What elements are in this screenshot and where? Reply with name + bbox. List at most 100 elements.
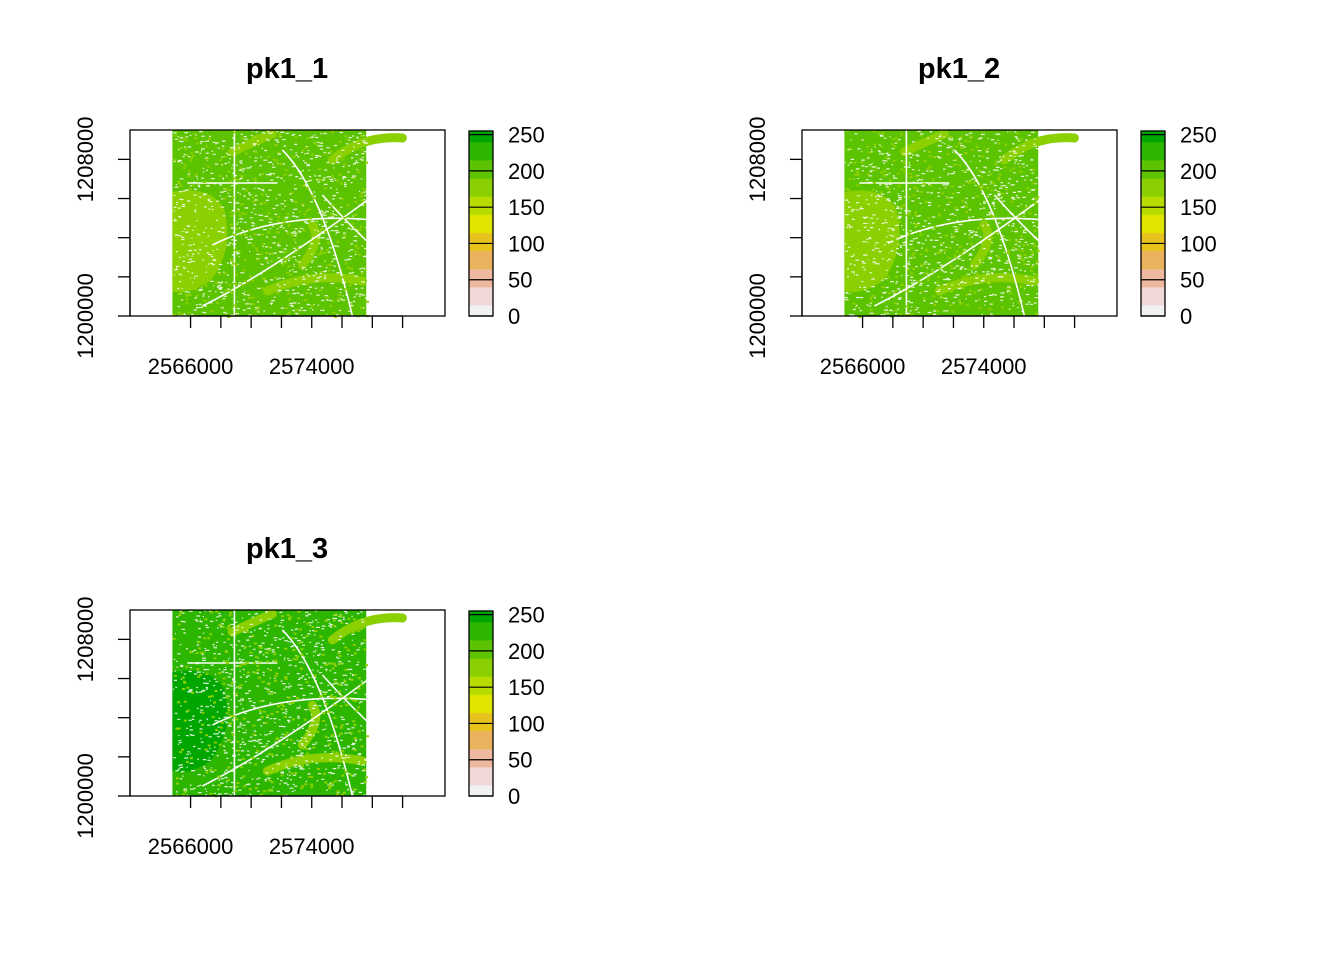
legend-swatch (1141, 141, 1165, 146)
legend-swatch (469, 283, 493, 288)
legend-swatch (469, 138, 493, 143)
legend-swatch (1141, 185, 1165, 190)
legend-swatch (469, 719, 493, 724)
legend-label: 0 (1180, 304, 1192, 329)
y-tick-label: 1200000 (745, 273, 770, 359)
legend-swatch (469, 690, 493, 695)
legend-swatch (469, 632, 493, 637)
legend-swatch (469, 152, 493, 157)
panel-title: pk1_2 (918, 53, 1000, 85)
color-legend: 0 50 100 150 200 250 (468, 603, 545, 809)
legend-swatch (469, 261, 493, 266)
legend-swatch (469, 756, 493, 761)
raster-road (281, 629, 354, 797)
legend-swatch (469, 770, 493, 775)
legend-swatch (1141, 228, 1165, 233)
legend-swatch (1141, 189, 1165, 194)
legend-swatch (469, 766, 493, 772)
color-legend: 0 50 100 150 200 250 (468, 123, 545, 329)
legend-swatch (469, 225, 493, 230)
legend-swatch (469, 672, 493, 677)
legend-label: 250 (508, 603, 545, 628)
legend-swatch (469, 763, 493, 768)
x-tick-label: 2574000 (941, 354, 1027, 379)
raster-road (202, 169, 408, 307)
legend-swatch (1141, 192, 1165, 197)
legend-swatch (1141, 272, 1165, 277)
legend-swatch (1141, 199, 1165, 204)
panel-pk1-2: pk1_2 2566000 2574000 1200000 1208000 0 50 10… (745, 53, 1217, 379)
legend-swatch (469, 647, 493, 652)
legend-swatch (1141, 236, 1165, 241)
legend-swatch (469, 661, 493, 666)
legend-swatch (469, 676, 493, 681)
legend-swatch (469, 228, 493, 233)
legend-swatch (469, 737, 493, 742)
legend-swatch (469, 785, 493, 790)
raster-road (202, 649, 408, 787)
legend-swatch (469, 305, 493, 310)
legend-swatch (469, 650, 493, 655)
legend-swatch (469, 683, 493, 688)
legend-swatch (469, 730, 493, 735)
legend-swatch (469, 210, 493, 215)
legend-swatch (1141, 239, 1165, 244)
legend-swatch (1141, 294, 1165, 299)
legend-swatch (469, 163, 493, 168)
legend-swatch (1141, 279, 1165, 284)
legend-swatch (1141, 181, 1165, 186)
raster-band (262, 753, 367, 776)
legend-swatch (469, 203, 493, 208)
legend-swatch (469, 239, 493, 244)
axes: 2566000 2574000 1200000 1208000 (73, 597, 446, 859)
legend-swatch (1141, 265, 1165, 270)
legend-swatch (469, 734, 493, 739)
legend-swatch (1141, 247, 1165, 252)
legend-label: 250 (1180, 123, 1217, 148)
y-tick-label: 1200000 (73, 753, 98, 839)
x-tick-label: 2566000 (148, 834, 234, 859)
legend-swatch (469, 618, 493, 623)
legend-label: 200 (1180, 159, 1217, 184)
raster-image (172, 129, 413, 318)
legend-swatch (1141, 254, 1165, 259)
legend-swatch (469, 192, 493, 197)
legend-swatch (469, 196, 493, 201)
y-tick-label: 1208000 (73, 117, 98, 203)
legend-swatch (1141, 312, 1165, 317)
legend-swatch (1141, 134, 1165, 139)
raster-speckle (844, 130, 1042, 318)
legend-swatch (469, 741, 493, 746)
legend-swatch (469, 141, 493, 146)
legend-swatch (469, 701, 493, 706)
legend-swatch (469, 134, 493, 139)
legend-swatch (469, 629, 493, 634)
legend-swatch (469, 189, 493, 194)
legend-swatch (1141, 163, 1165, 168)
raster-band (297, 220, 321, 270)
legend-swatch (1141, 232, 1165, 237)
x-tick-label: 2574000 (269, 834, 355, 859)
raster-speckle-light (172, 131, 370, 318)
legend-swatch (1141, 301, 1165, 306)
legend-swatch (469, 268, 493, 273)
raster-band (227, 129, 277, 157)
legend-swatch (469, 149, 493, 154)
x-tick-label: 2574000 (269, 354, 355, 379)
legend-swatch (1141, 156, 1165, 161)
legend-swatch (469, 708, 493, 713)
legend-swatch (469, 174, 493, 179)
legend-swatch (469, 181, 493, 186)
legend-swatch (1141, 210, 1165, 215)
x-tick-label: 2566000 (820, 354, 906, 379)
raster-road (212, 217, 413, 246)
legend-swatch (1141, 290, 1165, 295)
legend-swatch (1141, 131, 1165, 136)
legend-swatch (469, 752, 493, 757)
legend-swatch (469, 705, 493, 710)
raster-road (321, 674, 411, 761)
legend-swatch (469, 221, 493, 226)
legend-swatch (469, 214, 493, 219)
axes: 2566000 2574000 1200000 1208000 (745, 117, 1118, 379)
